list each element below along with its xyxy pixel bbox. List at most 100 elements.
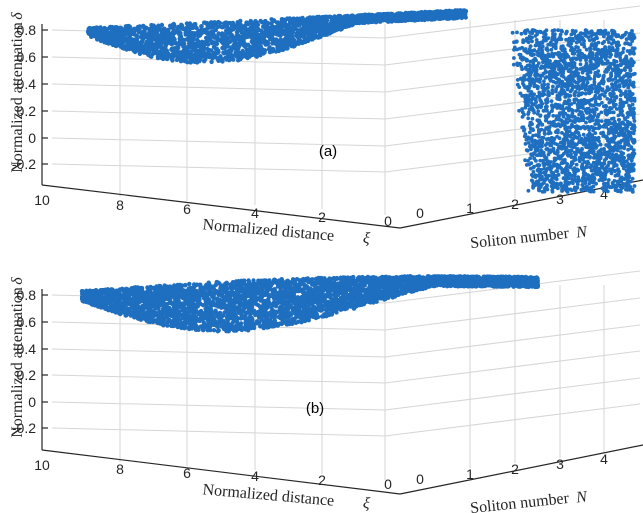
data-point (188, 25, 193, 30)
data-point (448, 14, 453, 19)
data-point (175, 45, 180, 50)
x-axis-line (41, 184, 401, 229)
data-point (580, 183, 585, 187)
data-point (541, 108, 546, 113)
data-point (598, 148, 602, 153)
data-point (576, 80, 581, 84)
data-point (561, 119, 565, 124)
data-point (184, 21, 190, 26)
data-point (588, 30, 593, 35)
data-point (616, 188, 621, 193)
data-point (576, 53, 581, 57)
data-point (546, 52, 551, 57)
data-point (396, 11, 401, 16)
data-point (614, 141, 618, 146)
data-point (308, 22, 313, 27)
data-point (288, 36, 294, 41)
data-point (190, 54, 196, 59)
data-point (533, 175, 538, 180)
z-tick-label: 0.4 (17, 76, 37, 92)
data-point (180, 39, 185, 44)
data-point (357, 13, 363, 18)
data-point (98, 38, 104, 44)
data-point (550, 72, 555, 77)
data-point (129, 31, 134, 37)
data-point (196, 56, 201, 61)
data-point (536, 141, 541, 146)
data-point (571, 60, 576, 65)
data-point (132, 26, 137, 32)
data-point (545, 166, 550, 171)
data-point (563, 84, 568, 89)
data-point (553, 141, 557, 146)
data-point (132, 40, 137, 46)
data-point (529, 173, 534, 177)
data-point (612, 63, 617, 68)
data-point (554, 152, 559, 156)
data-point (543, 173, 548, 177)
data-point (544, 126, 549, 131)
z-tick-label: 0.8 (17, 22, 37, 38)
data-point (265, 31, 270, 37)
data-point (236, 58, 241, 63)
data-point (588, 146, 593, 151)
data-point (540, 149, 544, 154)
data-point (549, 47, 554, 52)
data-point (551, 66, 555, 71)
grid-line-z-side-0 (384, 5, 641, 39)
data-point (527, 47, 532, 52)
data-point (342, 15, 347, 20)
data-point (270, 19, 276, 24)
data-point (620, 100, 625, 105)
data-point (619, 107, 624, 111)
data-point (543, 69, 548, 73)
data-point (536, 119, 541, 124)
data-point (599, 79, 604, 84)
data-point (594, 181, 598, 186)
data-point (590, 42, 594, 46)
data-point (585, 125, 590, 129)
data-point (531, 128, 535, 133)
data-point (631, 49, 636, 54)
data-point (626, 147, 630, 152)
data-point (526, 40, 531, 45)
data-point (546, 173, 551, 178)
data-point (631, 84, 636, 89)
data-point (544, 108, 549, 113)
data-point (320, 18, 326, 23)
data-point (579, 156, 584, 161)
data-point (597, 82, 601, 87)
data-point (574, 40, 579, 45)
data-point (603, 103, 608, 108)
data-point (568, 44, 572, 48)
data-point (141, 36, 146, 41)
data-point (119, 38, 124, 44)
data-point (514, 39, 519, 44)
data-point (183, 55, 188, 61)
data-point (530, 92, 535, 97)
data-point (257, 39, 262, 44)
data-point (632, 71, 637, 76)
data-point (577, 117, 582, 122)
data-point (583, 85, 588, 90)
data-point (574, 108, 579, 113)
data-point (611, 68, 616, 73)
data-point (214, 36, 220, 41)
data-point (555, 165, 560, 170)
data-point (607, 109, 612, 113)
data-point (566, 94, 571, 98)
data-point (600, 48, 605, 52)
data-point (548, 179, 553, 184)
data-point (519, 31, 524, 36)
data-point (612, 130, 616, 135)
data-point (244, 20, 249, 25)
data-point (210, 56, 215, 61)
y-axis-symbol: N (574, 223, 589, 241)
data-point (327, 26, 332, 31)
data-point (588, 76, 592, 81)
data-point (182, 47, 188, 52)
data-point (525, 148, 530, 153)
data-point (594, 118, 599, 123)
data-point (619, 178, 623, 183)
data-point (568, 39, 573, 43)
